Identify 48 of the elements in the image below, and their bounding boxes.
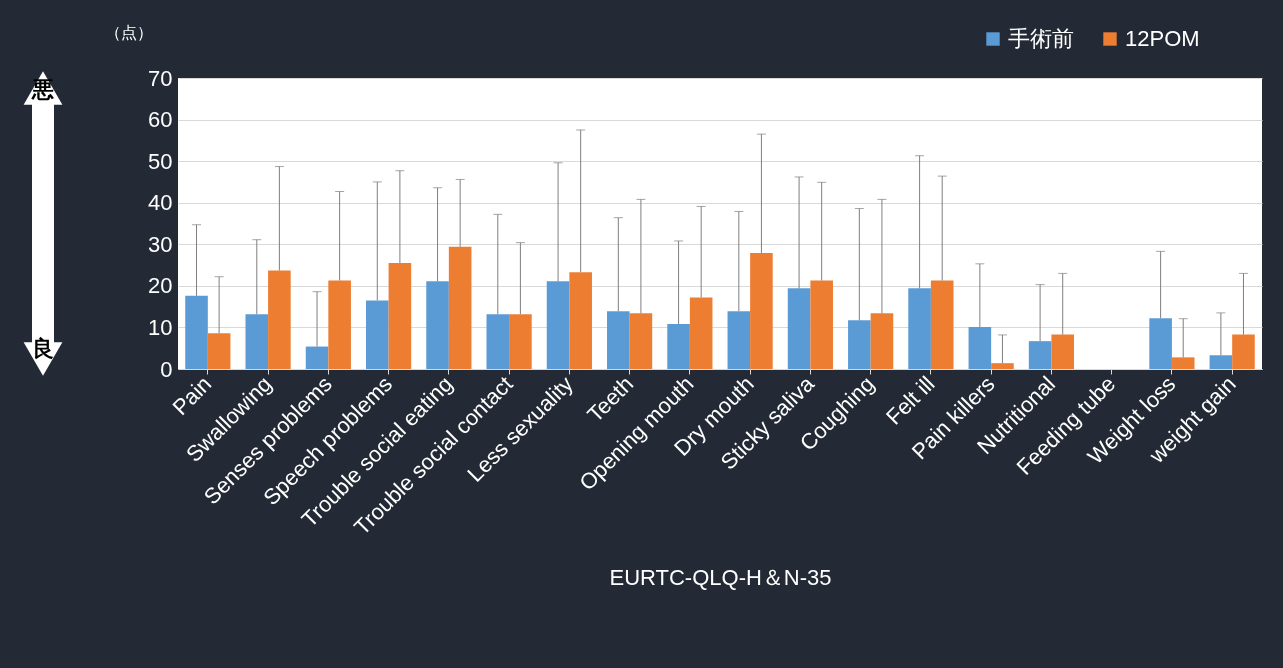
bar [968, 327, 992, 369]
text: 悪 [31, 77, 54, 102]
bar [787, 288, 811, 369]
text: 良 [32, 336, 54, 361]
bar [486, 314, 510, 369]
y-tick-label: 50 [148, 148, 173, 174]
bar [509, 314, 532, 369]
bar [328, 280, 351, 369]
bar [930, 280, 954, 369]
bar [727, 311, 751, 369]
legend-label: 12POM [1125, 26, 1200, 51]
bar [1209, 355, 1233, 369]
bar [366, 300, 389, 369]
bar [268, 270, 291, 369]
bar [667, 324, 690, 369]
bar [546, 281, 570, 369]
bar [1171, 357, 1195, 369]
bar [305, 346, 329, 369]
bar [245, 314, 269, 369]
bar [870, 313, 894, 369]
bar [207, 333, 231, 369]
bar [426, 281, 449, 369]
bar [569, 272, 592, 369]
bar [185, 295, 208, 369]
y-tick-label: 70 [148, 65, 173, 91]
bar [607, 311, 630, 369]
x-axis-title: EURTC-QLQ-H＆N-35 [609, 565, 832, 591]
bar [1028, 341, 1052, 369]
bar [1149, 318, 1172, 369]
y-tick-label: 0 [160, 356, 173, 382]
bar [810, 280, 833, 369]
bar [750, 253, 773, 369]
legend-label: 手術前 [1008, 26, 1074, 51]
y-tick-label: 20 [148, 273, 173, 299]
y-tick-label: 40 [148, 190, 173, 216]
y-tick-label: 10 [148, 314, 173, 340]
y-axis-title: （点） [104, 23, 153, 41]
bar [448, 246, 472, 369]
bar [629, 313, 653, 369]
y-tick-label: 30 [148, 231, 173, 257]
y-tick-label: 60 [148, 107, 173, 133]
bar [689, 297, 713, 369]
bar [848, 320, 871, 369]
bar [1232, 334, 1255, 369]
bar [388, 262, 412, 369]
bar [908, 288, 931, 369]
bar [991, 363, 1014, 369]
bar [1051, 334, 1074, 369]
